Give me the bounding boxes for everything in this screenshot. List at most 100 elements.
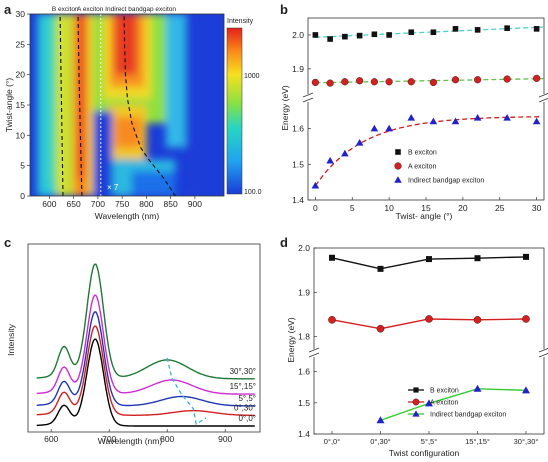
panel-c-frame [27, 243, 261, 433]
colorbar-tick-low: 100.0 [244, 189, 262, 196]
panel-label-c: c [4, 235, 11, 250]
panel-c-spectra: 600 700 800 900 0°,0° 0°,30°5°,5° 15°,15° 30°,… [6, 243, 261, 446]
panel-d-axis-break-right [538, 347, 548, 358]
panel-d-ytick-label: 2.0 [298, 243, 310, 253]
panel-d-xtick-label: 0°,30° [370, 437, 391, 446]
panel-a-top-label: Indirect bandgap exciton [105, 6, 176, 13]
panel-b-legend-label: B exciton [408, 150, 437, 157]
panel-c-xlabel: Wavelength (nm) [98, 436, 163, 446]
panel-b-point-series-0 [474, 27, 481, 33]
panel-d-ytick-label: 1.6 [298, 367, 310, 377]
panel-d-energy: 0°,0° 0°,30° 5°,5° 15°,15° 30°,30° 1.8 1.9 2.0 1… [286, 243, 548, 458]
panel-d-point-series-0 [523, 253, 529, 260]
panel-c-xtick-label: 800 [160, 434, 174, 444]
heatmap-region-13 [93, 111, 113, 196]
panel-b-point-series-2 [341, 149, 349, 157]
panel-b-point-series-2 [385, 124, 393, 132]
guide-line-a_exciton [77, 13, 83, 197]
panel-d-legend-label: B exciton [430, 388, 459, 395]
panel-b-point-series-0 [371, 31, 378, 38]
panel-d-ytick-label: 1.8 [298, 332, 310, 342]
panel-d-axis-break-left [308, 347, 320, 358]
panel-b-xlabel: Twist- angle (°) [396, 211, 453, 221]
panel-d-point-series-1 [328, 316, 336, 324]
panel-b-legend-marker [395, 149, 401, 155]
panel-a-top-label: B exciton [52, 6, 79, 13]
panel-b-xtick-label: 15 [421, 203, 431, 213]
panel-a-xlabel: Wavelength (nm) [95, 211, 160, 221]
panel-label-b: b [280, 2, 288, 17]
panel-b-point-series-2 [407, 114, 416, 121]
panel-b-ylabel: Energy (eV) [280, 85, 290, 131]
heatmap-region-17 [185, 14, 224, 196]
panel-b-point-series-2 [473, 114, 482, 121]
panel-d-point-series-1 [425, 315, 433, 323]
panel-a-ytick-label: 0 [20, 191, 25, 201]
panel-b-xtick-label: 30 [532, 203, 542, 213]
panel-b-xtick-label: 10 [384, 203, 394, 213]
spectrum-curve-4 [36, 263, 255, 380]
panel-a-ytick-label: 25 [16, 39, 26, 49]
panel-d-point-series-0 [474, 255, 481, 262]
panel-b-point-series-2 [503, 114, 511, 121]
colorbar-label: Intensity [227, 18, 254, 25]
spectrum-curve-2 [36, 311, 255, 407]
colorbar-tick-high: 1000 [244, 73, 260, 80]
panel-b-axis-break-left [302, 92, 314, 103]
panel-b-point-series-1 [474, 76, 482, 84]
panel-d-xtick-label: 0°,0° [324, 437, 340, 446]
spectrum-curve-3 [36, 294, 255, 395]
panel-b-axis-break-right [538, 92, 548, 103]
panel-a-xtick-label: 650 [67, 199, 81, 209]
panel-d-xtick-label: 5°,5° [421, 437, 437, 446]
panel-b-point-series-0 [504, 25, 510, 31]
panel-b-point-series-1 [429, 78, 437, 87]
panel-b-point-series-2 [451, 117, 460, 125]
heatmap-region-12 [114, 117, 142, 148]
panel-b-ytick-label: 2.0 [292, 30, 304, 40]
panel-b-xtick-label: 0 [313, 203, 318, 213]
panel-d-ytick-label: 1.4 [298, 429, 310, 439]
panel-b-point-series-0 [327, 36, 333, 42]
heatmap-region-3 [59, 14, 67, 196]
panel-a-annotation: × 7 [107, 183, 119, 192]
panel-a-ytick-label: 5 [20, 161, 25, 171]
panel-b-legend-marker [394, 162, 402, 170]
panel-d-xtick-label: 30°,30° [514, 437, 539, 446]
panel-b-point-series-2 [355, 139, 364, 146]
panel-d-legend-marker [412, 398, 420, 406]
panel-label-a: a [4, 2, 12, 17]
panel-d-point-series-1 [376, 324, 385, 333]
panel-b-frame [307, 17, 545, 201]
panel-b-point-series-1 [407, 78, 415, 86]
panel-a-ytick-label: 30 [16, 9, 26, 19]
panel-c-xtick-label: 600 [44, 434, 58, 444]
panel-a-xtick-label: 600 [42, 199, 56, 209]
heatmap-region-15 [131, 171, 176, 196]
panel-d-point-series-2 [473, 384, 482, 392]
panel-b-point-series-2 [326, 156, 334, 164]
panel-b-point-series-1 [370, 78, 378, 86]
panel-d-point-series-2 [376, 416, 385, 424]
heatmap-region-10 [114, 14, 137, 75]
peak-shift-guide [166, 357, 207, 426]
panel-b-point-series-1 [451, 76, 460, 84]
panel-c-xtick-label: 700 [102, 434, 116, 444]
panel-b-point-series-0 [452, 26, 459, 32]
panel-b-point-series-0 [408, 29, 415, 36]
colorbar [226, 27, 243, 195]
panel-b-point-series-2 [429, 117, 438, 125]
panel-c-curve-label: 5°,5° [238, 394, 256, 403]
panel-b-point-series-0 [430, 29, 437, 36]
panel-d-legend-label: A exciton [430, 400, 459, 407]
panel-b-ytick-label: 1.9 [292, 64, 304, 74]
panel-d-point-series-0 [377, 265, 384, 272]
panel-a-xtick-label: 850 [164, 199, 178, 209]
panel-a-ylabel: Twist-angle (°) [4, 78, 14, 133]
panel-b-ytick-label: 1.6 [292, 124, 304, 134]
panel-d-point-series-2 [425, 399, 433, 407]
panel-b-point-series-1 [385, 78, 393, 86]
panel-c-curve-label: 0°,0° [238, 414, 256, 423]
fit-line-1 [315, 78, 545, 84]
